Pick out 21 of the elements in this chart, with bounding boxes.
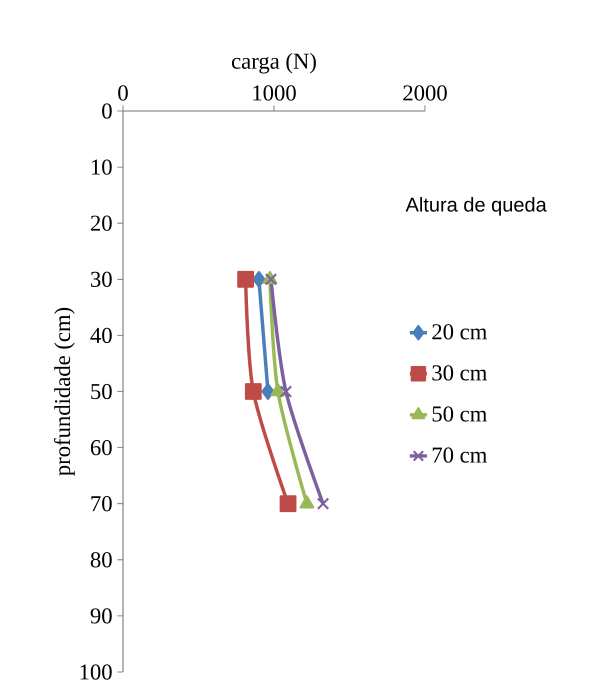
x-axis-title: carga (N) [232,52,316,74]
y-axis-title: profundidade (cm) [54,308,75,476]
legend-title: Altura de queda [406,197,547,216]
y-tick-label: 0 [102,103,112,119]
y-tick-label: 30 [91,272,112,287]
y-tick-label: 20 [90,216,112,231]
y-tick-label: 70 [91,496,112,512]
legend-label: 70 cm [432,447,487,463]
y-tick-label: 50 [91,384,112,400]
legend-label: 30 cm [432,365,487,381]
x-tick-label: 1000 [253,85,296,101]
y-tick-label: 80 [90,552,112,568]
legend-label: 50 cm [432,406,487,422]
y-tick-label: 90 [90,608,112,624]
y-tick-label: 10 [92,159,112,175]
x-tick-label: 0 [118,85,128,101]
y-tick-label: 100 [80,664,112,680]
x-tick-label: 2000 [403,85,447,101]
y-tick-label: 40 [90,328,112,344]
y-tick-label: 60 [90,440,112,456]
legend-label: 20 cm [432,324,487,340]
